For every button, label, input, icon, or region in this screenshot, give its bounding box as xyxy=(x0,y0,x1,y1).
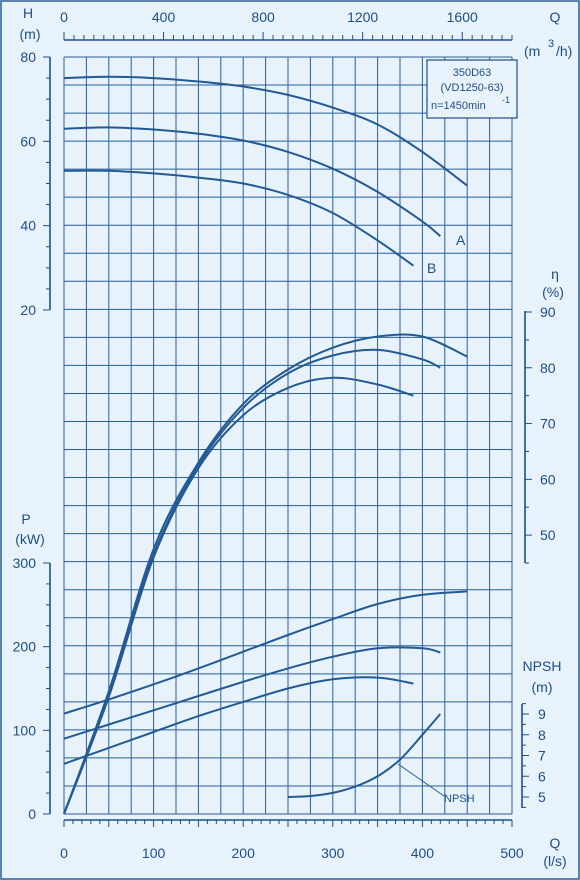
axes: 0 400 800 1200 16002040608050607080900100200… xyxy=(13,9,556,861)
curves xyxy=(63,75,468,815)
power-curve-2 xyxy=(63,646,441,740)
power-curve-1 xyxy=(63,590,468,715)
eff-tick-label: 80 xyxy=(540,360,556,376)
power-tick-label: 100 xyxy=(13,722,37,738)
power-tick-label: 200 xyxy=(13,639,37,655)
head-axis-label: H xyxy=(23,5,33,21)
npsh-axis-label: NPSH xyxy=(523,658,562,674)
power-tick-label: 0 xyxy=(28,806,36,822)
head-tick-label: 20 xyxy=(20,302,36,318)
npsh-curve-label: NPSH xyxy=(444,793,475,805)
head-curve-1 xyxy=(63,75,468,187)
head-tick-label: 60 xyxy=(20,133,36,149)
title-line-2: (VD1250-63) xyxy=(441,82,504,94)
x-bottom-tick-label: 500 xyxy=(500,845,524,861)
efficiency-curve-3 xyxy=(63,376,414,815)
x-bottom-tick-label: 400 xyxy=(411,845,435,861)
x-top-tick-label: 400 xyxy=(152,9,176,25)
eff-tick-label: 90 xyxy=(540,304,556,320)
head-tick-label: 40 xyxy=(20,218,36,234)
npsh-tick-label: 5 xyxy=(538,789,546,805)
power-axis-label: P xyxy=(21,511,30,527)
x-top-unit-end: /h) xyxy=(556,43,572,59)
head-tick-label: 80 xyxy=(20,49,36,65)
title-line-3-sup: -1 xyxy=(502,95,510,105)
power-axis-unit: (kW) xyxy=(15,531,45,547)
eff-tick-label: 60 xyxy=(540,471,556,487)
npsh-tick-label: 6 xyxy=(538,768,546,784)
grid-lines xyxy=(63,56,513,815)
eff-axis-label: η xyxy=(551,266,559,282)
eff-axis-unit: (%) xyxy=(542,284,564,300)
x-bottom-label: Q xyxy=(550,835,561,851)
curve-label-a: A xyxy=(456,232,466,248)
npsh-curve-1 xyxy=(287,713,442,798)
x-bottom-unit: (l/s) xyxy=(543,853,566,869)
x-top-tick-label: 0 xyxy=(60,9,68,25)
npsh-tick-label: 9 xyxy=(538,706,546,722)
x-top-label: Q xyxy=(550,9,561,25)
npsh-leader-line xyxy=(397,763,445,797)
x-bottom-tick-label: 0 xyxy=(60,845,68,861)
eff-tick-label: 50 xyxy=(540,527,556,543)
head-curve-2 xyxy=(63,126,441,237)
x-top-unit-sup: 3 xyxy=(548,38,554,50)
npsh-tick-label: 7 xyxy=(538,748,546,764)
x-top-tick-label: 800 xyxy=(251,9,275,25)
npsh-axis-unit: (m) xyxy=(532,679,553,695)
npsh-tick-label: 8 xyxy=(538,727,546,743)
title-line-3: n=1450min xyxy=(431,100,486,112)
x-top-unit: (m xyxy=(524,43,540,59)
head-axis-unit: (m) xyxy=(20,26,41,42)
x-top-tick-label: 1600 xyxy=(447,9,478,25)
x-bottom-tick-label: 200 xyxy=(232,845,256,861)
power-tick-label: 300 xyxy=(13,555,37,571)
x-bottom-tick-label: 300 xyxy=(321,845,345,861)
title-box: 350D63 (VD1250-63) n=1450min -1 xyxy=(426,59,518,119)
x-top-tick-label: 1200 xyxy=(347,9,378,25)
power-curve-3 xyxy=(63,676,414,765)
curve-label-b: B xyxy=(427,260,436,276)
head-curve-3 xyxy=(63,169,414,267)
eff-tick-label: 70 xyxy=(540,416,556,432)
title-line-1: 350D63 xyxy=(453,67,492,79)
x-bottom-tick-label: 100 xyxy=(142,845,166,861)
